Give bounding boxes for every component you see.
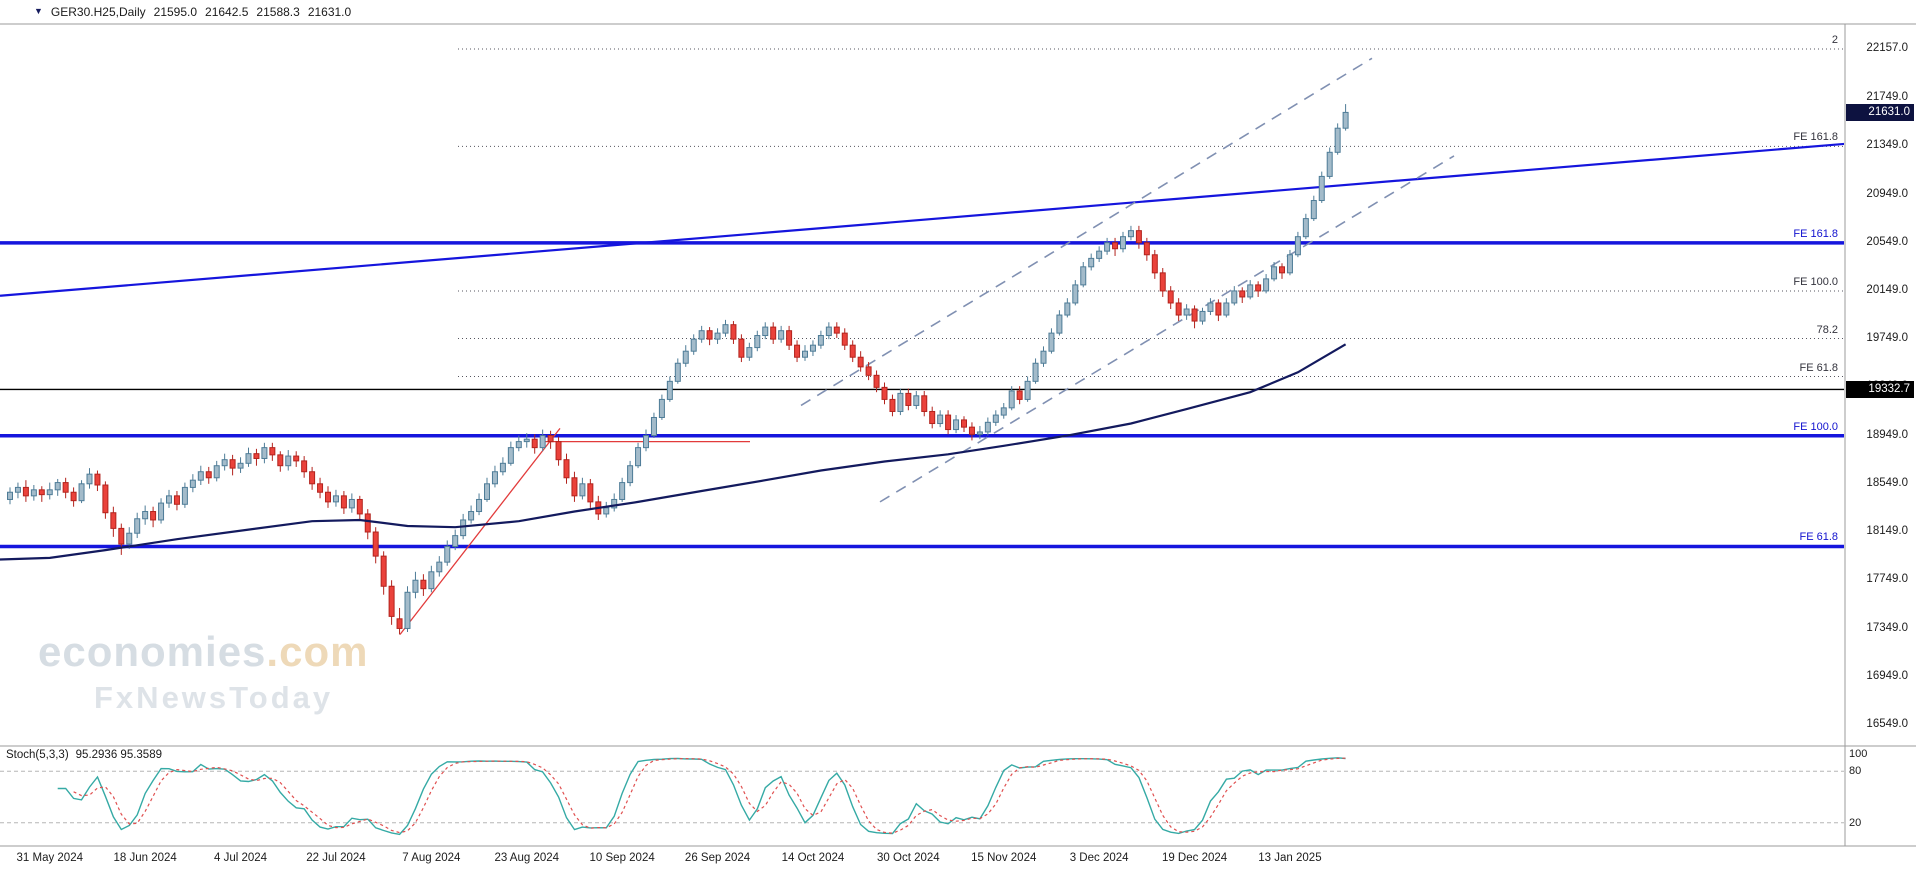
red-trendline[interactable] <box>399 427 561 635</box>
price-chart-layer[interactable] <box>0 48 1845 635</box>
channel-dashed-line[interactable] <box>879 155 1455 503</box>
symbol-bar: ▼ GER30.H25,Daily 21595.0 21642.5 21588.… <box>34 5 351 19</box>
chart-corner-icon[interactable]: ▼ <box>34 6 43 16</box>
watermark-economies: economies.com <box>38 628 368 676</box>
candlesticks <box>7 104 1349 635</box>
trendline[interactable] <box>0 142 1845 297</box>
moving-average-line[interactable] <box>0 343 1347 561</box>
watermark-fxnewstoday: FxNewsToday <box>94 680 334 715</box>
ohlc-low: 21588.3 <box>256 5 300 19</box>
ohlc-open: 21595.0 <box>153 5 198 19</box>
stoch-values: 95.2936 95.3589 <box>75 749 162 761</box>
stoch-name: Stoch(5,3,3) <box>6 749 69 761</box>
ohlc-high: 21642.5 <box>205 5 249 19</box>
watermark-brand: economies <box>38 628 267 675</box>
stoch-panel-layer <box>0 757 1844 836</box>
stoch-main-line <box>57 757 1346 836</box>
watermark-brand-suffix: .com <box>266 628 369 675</box>
channel-dashed-line[interactable] <box>800 57 1373 407</box>
symbol-name: GER30.H25,Daily <box>50 5 146 19</box>
ohlc-close: 21631.0 <box>307 5 352 19</box>
stoch-signal-line <box>73 757 1346 834</box>
stoch-indicator-label: Stoch(5,3,3) 95.2936 95.3589 <box>6 749 162 761</box>
